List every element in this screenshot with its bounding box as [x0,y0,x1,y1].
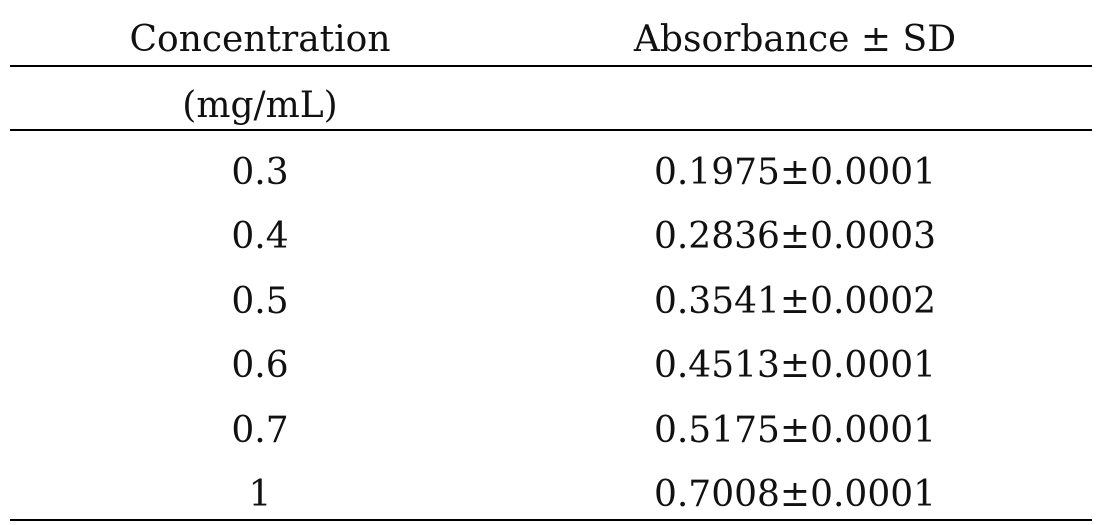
table-cell: 0.1975±0.0001 [653,152,937,193]
header-cell: Absorbance ± SD [633,19,957,60]
table-cell: 1 [248,474,272,515]
header-unit: (mg/mL) [182,85,338,126]
table-cell: 0.3541±0.0002 [653,280,937,322]
table-cell: 0.7008±0.0001 [653,474,937,515]
header-cell: Concentration [129,19,391,60]
table-cell: 0.3 [231,152,289,193]
header-bottom-rule [10,129,1092,131]
table-cell: 0.4513±0.0001 [653,345,937,387]
table-cell: 0.2836±0.0003 [653,216,937,258]
header-rule [10,65,1092,67]
table-cell: 0.7 [231,409,289,451]
table-cell: 0.4 [231,216,289,258]
table-cell: 0.5175±0.0001 [653,409,937,451]
table-cell: 0.5 [231,280,289,322]
bottom-rule [10,519,1092,521]
table-cell: 0.6 [231,345,289,387]
